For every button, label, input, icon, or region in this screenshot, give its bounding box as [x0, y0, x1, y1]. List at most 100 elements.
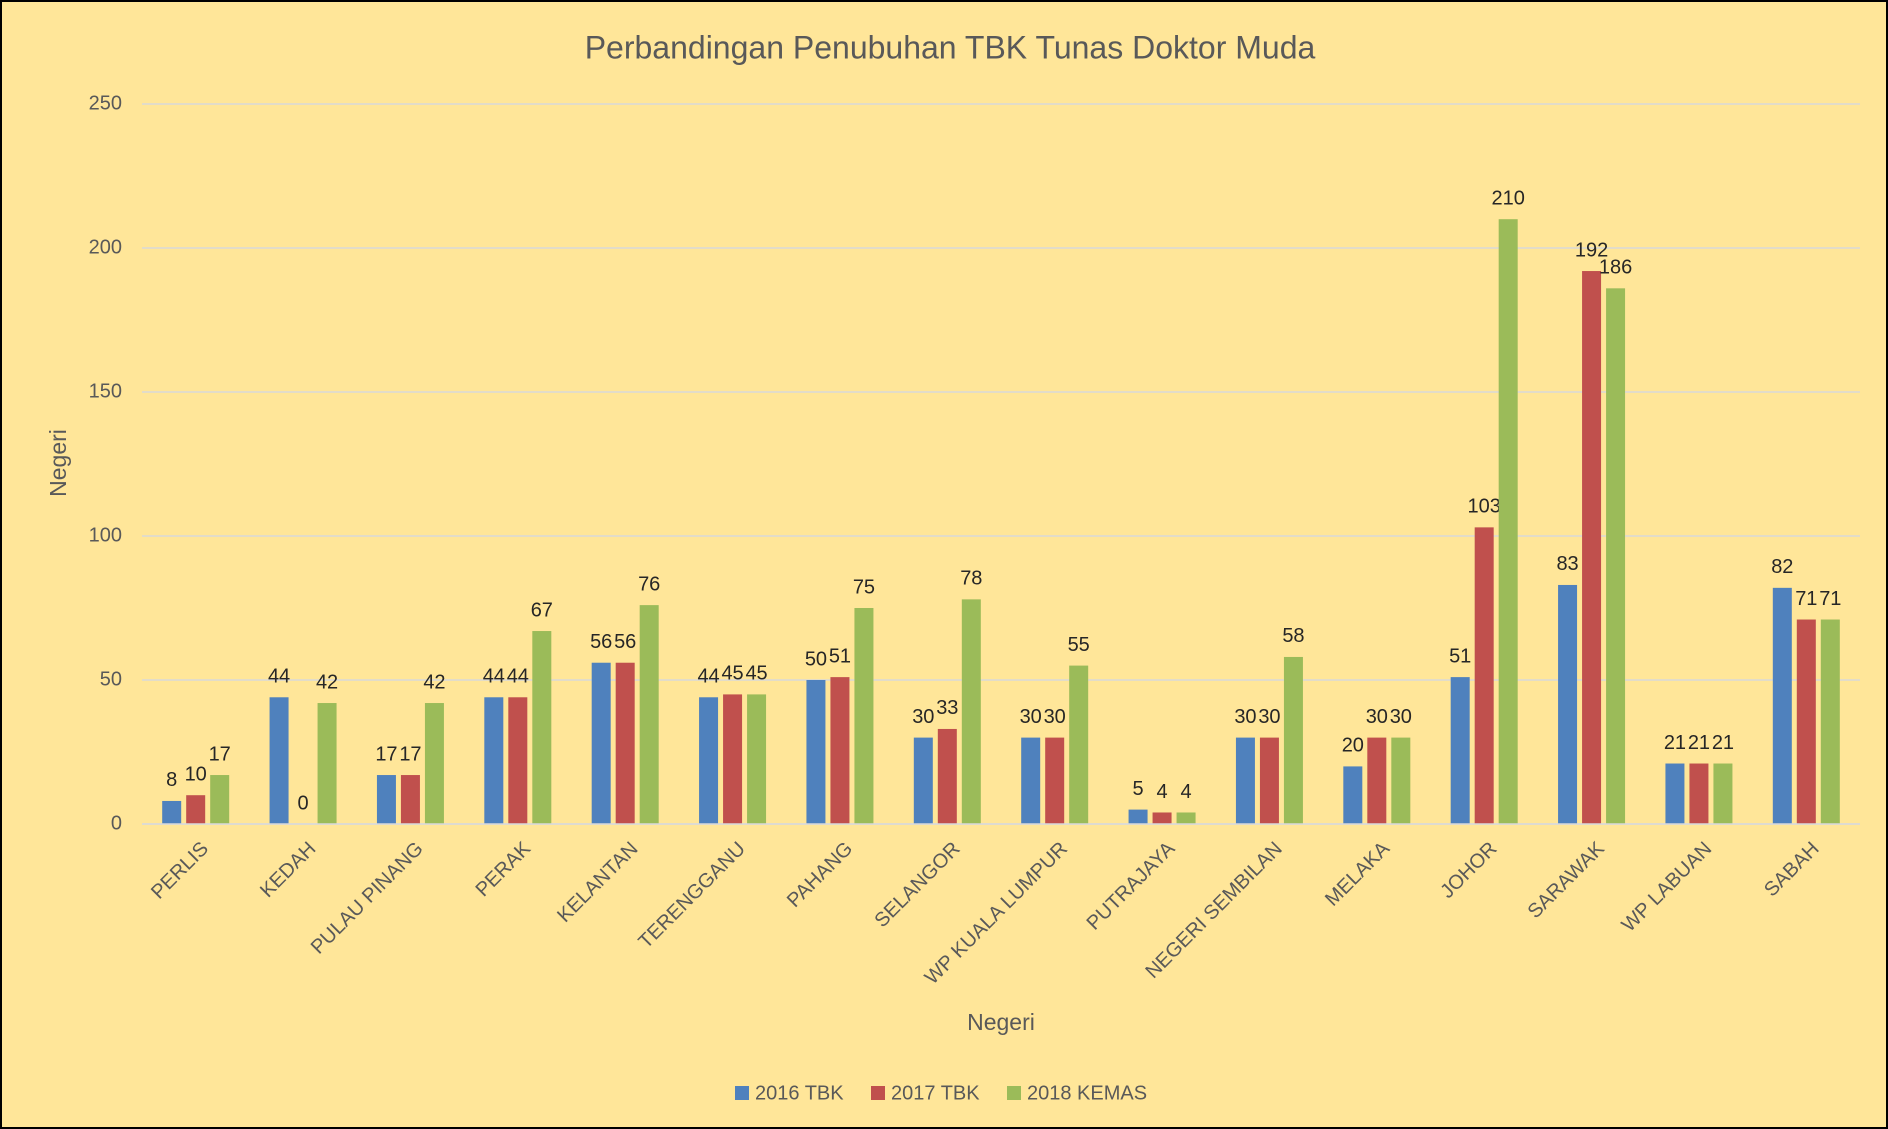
data-label: 10: [185, 763, 207, 785]
data-label: 56: [590, 631, 612, 653]
bar: [1498, 219, 1518, 824]
bar: [162, 800, 182, 824]
data-label: 55: [1068, 634, 1090, 656]
y-tick-label: 250: [89, 92, 122, 114]
data-label: 30: [1234, 706, 1256, 728]
bar: [508, 697, 528, 824]
data-label: 78: [960, 568, 982, 590]
bar: [830, 677, 850, 824]
bar: [591, 662, 611, 824]
data-label: 21: [1664, 732, 1686, 754]
bar: [1450, 677, 1470, 824]
data-label: 82: [1771, 556, 1793, 578]
legend-swatch: [735, 1086, 749, 1100]
data-label: 42: [423, 671, 445, 693]
bar: [854, 608, 874, 824]
data-label: 45: [745, 663, 767, 685]
bar: [484, 697, 504, 824]
bar: [1772, 587, 1792, 824]
data-label: 51: [1449, 645, 1471, 667]
bar: [1021, 737, 1041, 824]
data-label: 71: [1795, 588, 1817, 610]
data-label: 5: [1133, 778, 1144, 800]
y-tick-label: 100: [89, 524, 122, 546]
legend-label: 2017 TBK: [891, 1082, 980, 1104]
bar: [400, 775, 420, 824]
y-tick-label: 0: [111, 812, 122, 834]
data-label: 83: [1556, 553, 1578, 575]
data-label: 56: [614, 631, 636, 653]
data-label: 186: [1599, 257, 1632, 279]
bar: [1391, 737, 1411, 824]
bar: [747, 694, 767, 824]
y-tick-label: 50: [100, 668, 122, 690]
bar: [913, 737, 933, 824]
data-label: 45: [721, 663, 743, 685]
data-label: 30: [1044, 706, 1066, 728]
bar: [1343, 766, 1363, 824]
bar: [269, 697, 289, 824]
bar: [1235, 737, 1255, 824]
bar: [1820, 619, 1840, 824]
bar: [937, 728, 957, 824]
bar: [1582, 271, 1602, 824]
bar: [1665, 763, 1685, 824]
data-label: 30: [912, 706, 934, 728]
bar: [615, 662, 635, 824]
data-label: 71: [1819, 588, 1841, 610]
data-label: 8: [166, 769, 177, 791]
bar: [532, 631, 552, 824]
data-label: 44: [697, 666, 719, 688]
y-tick-label: 150: [89, 380, 122, 402]
data-label: 50: [805, 648, 827, 670]
bar: [1069, 665, 1089, 824]
data-label: 17: [209, 743, 231, 765]
data-label: 20: [1342, 735, 1364, 757]
bar: [376, 775, 396, 824]
bar: [1283, 656, 1303, 824]
data-label: 30: [1390, 706, 1412, 728]
bar: [1474, 527, 1494, 824]
data-label: 30: [1020, 706, 1042, 728]
bar: [317, 703, 337, 824]
bar: [699, 697, 719, 824]
bar: [1689, 763, 1709, 824]
chart-title: Perbandingan Penubuhan TBK Tunas Doktor …: [585, 29, 1316, 65]
bar: [424, 703, 444, 824]
bar: [1367, 737, 1387, 824]
bar: [186, 795, 206, 824]
data-label: 42: [316, 671, 338, 693]
bar: [723, 694, 743, 824]
bar: [1045, 737, 1065, 824]
data-label: 58: [1282, 625, 1304, 647]
data-label: 44: [268, 666, 290, 688]
bar: [1796, 619, 1816, 824]
data-label: 0: [298, 792, 309, 814]
bar: [1176, 812, 1196, 824]
data-label: 30: [1258, 706, 1280, 728]
data-label: 33: [936, 697, 958, 719]
data-label: 44: [507, 666, 529, 688]
data-label: 192: [1575, 239, 1608, 261]
bar: [1713, 763, 1733, 824]
data-label: 21: [1688, 732, 1710, 754]
data-label: 44: [483, 666, 505, 688]
data-label: 17: [399, 743, 421, 765]
data-label: 75: [853, 576, 875, 598]
data-label: 103: [1468, 496, 1501, 518]
data-label: 17: [375, 743, 397, 765]
y-axis-title: Negeri: [45, 429, 71, 497]
data-label: 30: [1366, 706, 1388, 728]
y-tick-label: 200: [89, 236, 122, 258]
data-label: 21: [1712, 732, 1734, 754]
data-label: 4: [1157, 781, 1168, 803]
legend-swatch: [1007, 1086, 1021, 1100]
bar: [1128, 809, 1148, 824]
data-label: 51: [829, 645, 851, 667]
legend-label: 2016 TBK: [755, 1082, 844, 1104]
bar: [806, 680, 826, 824]
data-label: 76: [638, 573, 660, 595]
bar: [1259, 737, 1279, 824]
